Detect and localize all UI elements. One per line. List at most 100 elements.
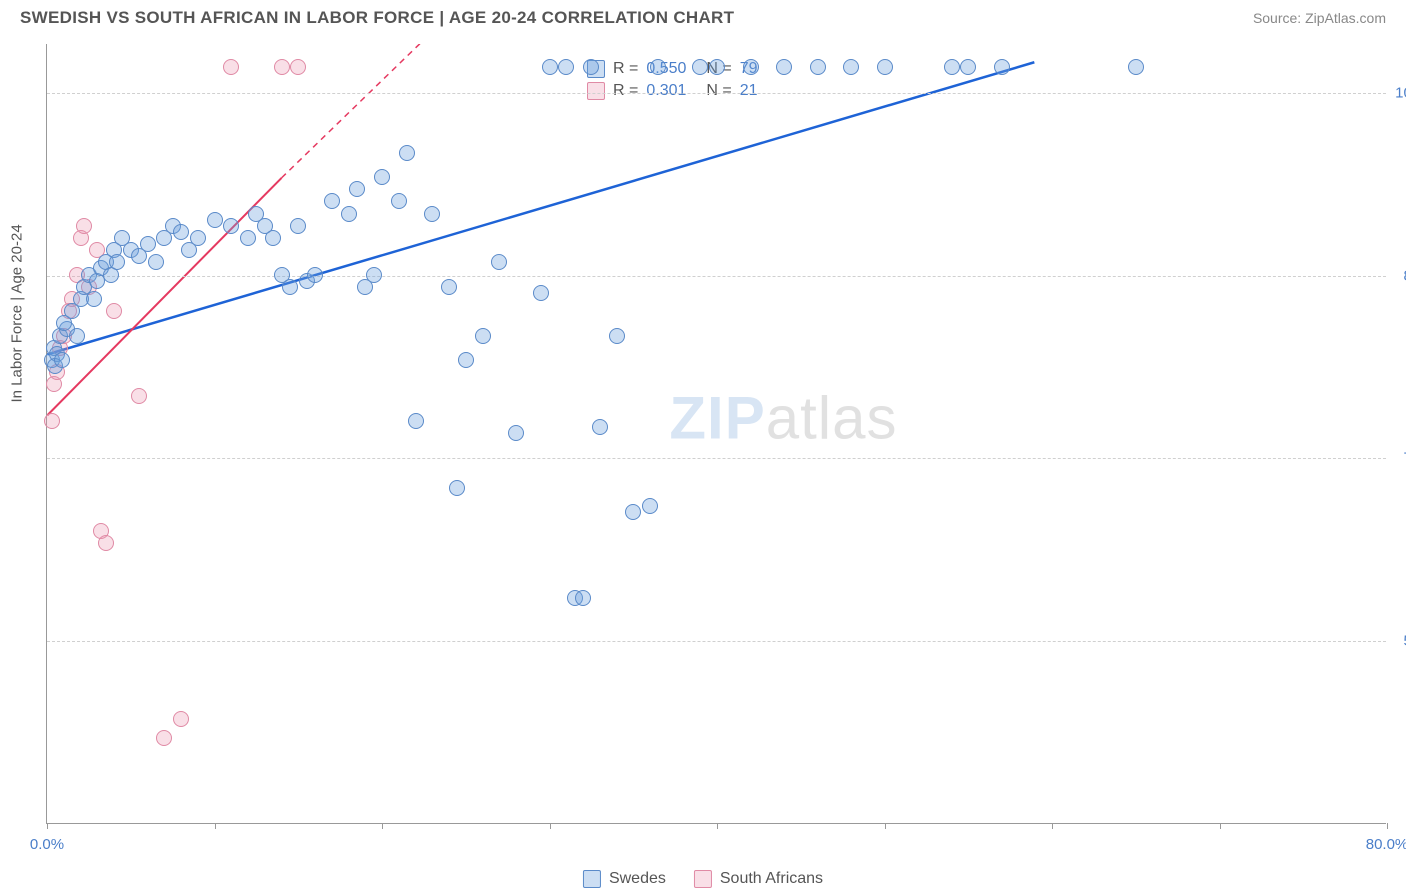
data-point-swedes: [709, 59, 725, 75]
trendline: [47, 62, 1034, 354]
x-tick-label: 0.0%: [30, 836, 64, 853]
data-point-south_africans: [223, 59, 239, 75]
chart-header: SWEDISH VS SOUTH AFRICAN IN LABOR FORCE …: [0, 0, 1406, 32]
data-point-swedes: [86, 291, 102, 307]
data-point-south_africans: [156, 730, 172, 746]
data-point-swedes: [508, 425, 524, 441]
data-point-swedes: [190, 230, 206, 246]
y-tick-label: 55.0%: [1391, 633, 1406, 650]
data-point-swedes: [240, 230, 256, 246]
data-point-swedes: [207, 212, 223, 228]
data-point-swedes: [491, 254, 507, 270]
x-tick: [717, 823, 718, 829]
data-point-swedes: [960, 59, 976, 75]
data-point-swedes: [583, 59, 599, 75]
chart-source: Source: ZipAtlas.com: [1253, 10, 1386, 26]
data-point-swedes: [391, 193, 407, 209]
corr-row-swedes: R = 0.550 N = 79: [587, 58, 792, 80]
y-axis-title: In Labor Force | Age 20-24: [9, 224, 26, 402]
data-point-south_africans: [106, 303, 122, 319]
swatch-pink-icon: [694, 870, 712, 888]
data-point-swedes: [140, 236, 156, 252]
gridline-h: [47, 93, 1386, 94]
data-point-swedes: [424, 206, 440, 222]
y-tick-label: 100.0%: [1391, 84, 1406, 101]
r-value-sa: 0.301: [646, 82, 698, 100]
gridline-h: [47, 641, 1386, 642]
data-point-swedes: [776, 59, 792, 75]
data-point-swedes: [575, 590, 591, 606]
legend-label-swedes: Swedes: [609, 870, 666, 888]
x-tick-label: 80.0%: [1366, 836, 1406, 853]
r-label: R =: [613, 60, 638, 78]
data-point-swedes: [810, 59, 826, 75]
data-point-swedes: [399, 145, 415, 161]
data-point-swedes: [69, 328, 85, 344]
data-point-swedes: [542, 59, 558, 75]
legend-item-swedes: Swedes: [583, 870, 666, 888]
data-point-swedes: [475, 328, 491, 344]
gridline-h: [47, 276, 1386, 277]
x-tick: [1052, 823, 1053, 829]
data-point-south_africans: [290, 59, 306, 75]
x-tick: [215, 823, 216, 829]
data-point-swedes: [148, 254, 164, 270]
x-tick: [1220, 823, 1221, 829]
data-point-swedes: [609, 328, 625, 344]
x-tick: [885, 823, 886, 829]
data-point-swedes: [324, 193, 340, 209]
corr-row-sa: R = 0.301 N = 21: [587, 80, 792, 102]
data-point-swedes: [533, 285, 549, 301]
chart-title: SWEDISH VS SOUTH AFRICAN IN LABOR FORCE …: [20, 8, 734, 28]
legend-label-sa: South Africans: [720, 870, 823, 888]
data-point-swedes: [290, 218, 306, 234]
x-tick: [550, 823, 551, 829]
data-point-swedes: [994, 59, 1010, 75]
data-point-swedes: [341, 206, 357, 222]
x-tick: [47, 823, 48, 829]
swatch-pink-icon: [587, 82, 605, 100]
data-point-swedes: [743, 59, 759, 75]
data-point-swedes: [173, 224, 189, 240]
y-tick-label: 70.0%: [1391, 450, 1406, 467]
data-point-swedes: [650, 59, 666, 75]
data-point-swedes: [558, 59, 574, 75]
data-point-swedes: [349, 181, 365, 197]
data-point-swedes: [282, 279, 298, 295]
data-point-swedes: [441, 279, 457, 295]
swatch-blue-icon: [583, 870, 601, 888]
data-point-swedes: [877, 59, 893, 75]
data-point-swedes: [109, 254, 125, 270]
data-point-swedes: [692, 59, 708, 75]
watermark: ZIPatlas: [669, 383, 897, 452]
trendlines-layer: [47, 44, 1386, 823]
data-point-swedes: [458, 352, 474, 368]
data-point-swedes: [408, 413, 424, 429]
data-point-south_africans: [173, 711, 189, 727]
scatter-chart: In Labor Force | Age 20-24 ZIPatlas R = …: [46, 44, 1386, 824]
data-point-south_africans: [131, 388, 147, 404]
x-tick: [382, 823, 383, 829]
data-point-swedes: [944, 59, 960, 75]
series-legend: Swedes South Africans: [583, 870, 823, 888]
data-point-swedes: [366, 267, 382, 283]
r-label: R =: [613, 82, 638, 100]
watermark-atlas: atlas: [766, 384, 898, 451]
data-point-swedes: [265, 230, 281, 246]
data-point-swedes: [843, 59, 859, 75]
n-value-sa: 21: [740, 82, 792, 100]
data-point-swedes: [592, 419, 608, 435]
watermark-zip: ZIP: [669, 384, 765, 451]
data-point-south_africans: [274, 59, 290, 75]
data-point-south_africans: [76, 218, 92, 234]
data-point-swedes: [1128, 59, 1144, 75]
data-point-swedes: [307, 267, 323, 283]
n-label: N =: [706, 82, 731, 100]
gridline-h: [47, 458, 1386, 459]
x-tick: [1387, 823, 1388, 829]
data-point-swedes: [54, 352, 70, 368]
data-point-swedes: [223, 218, 239, 234]
data-point-south_africans: [44, 413, 60, 429]
legend-item-sa: South Africans: [694, 870, 823, 888]
data-point-swedes: [374, 169, 390, 185]
